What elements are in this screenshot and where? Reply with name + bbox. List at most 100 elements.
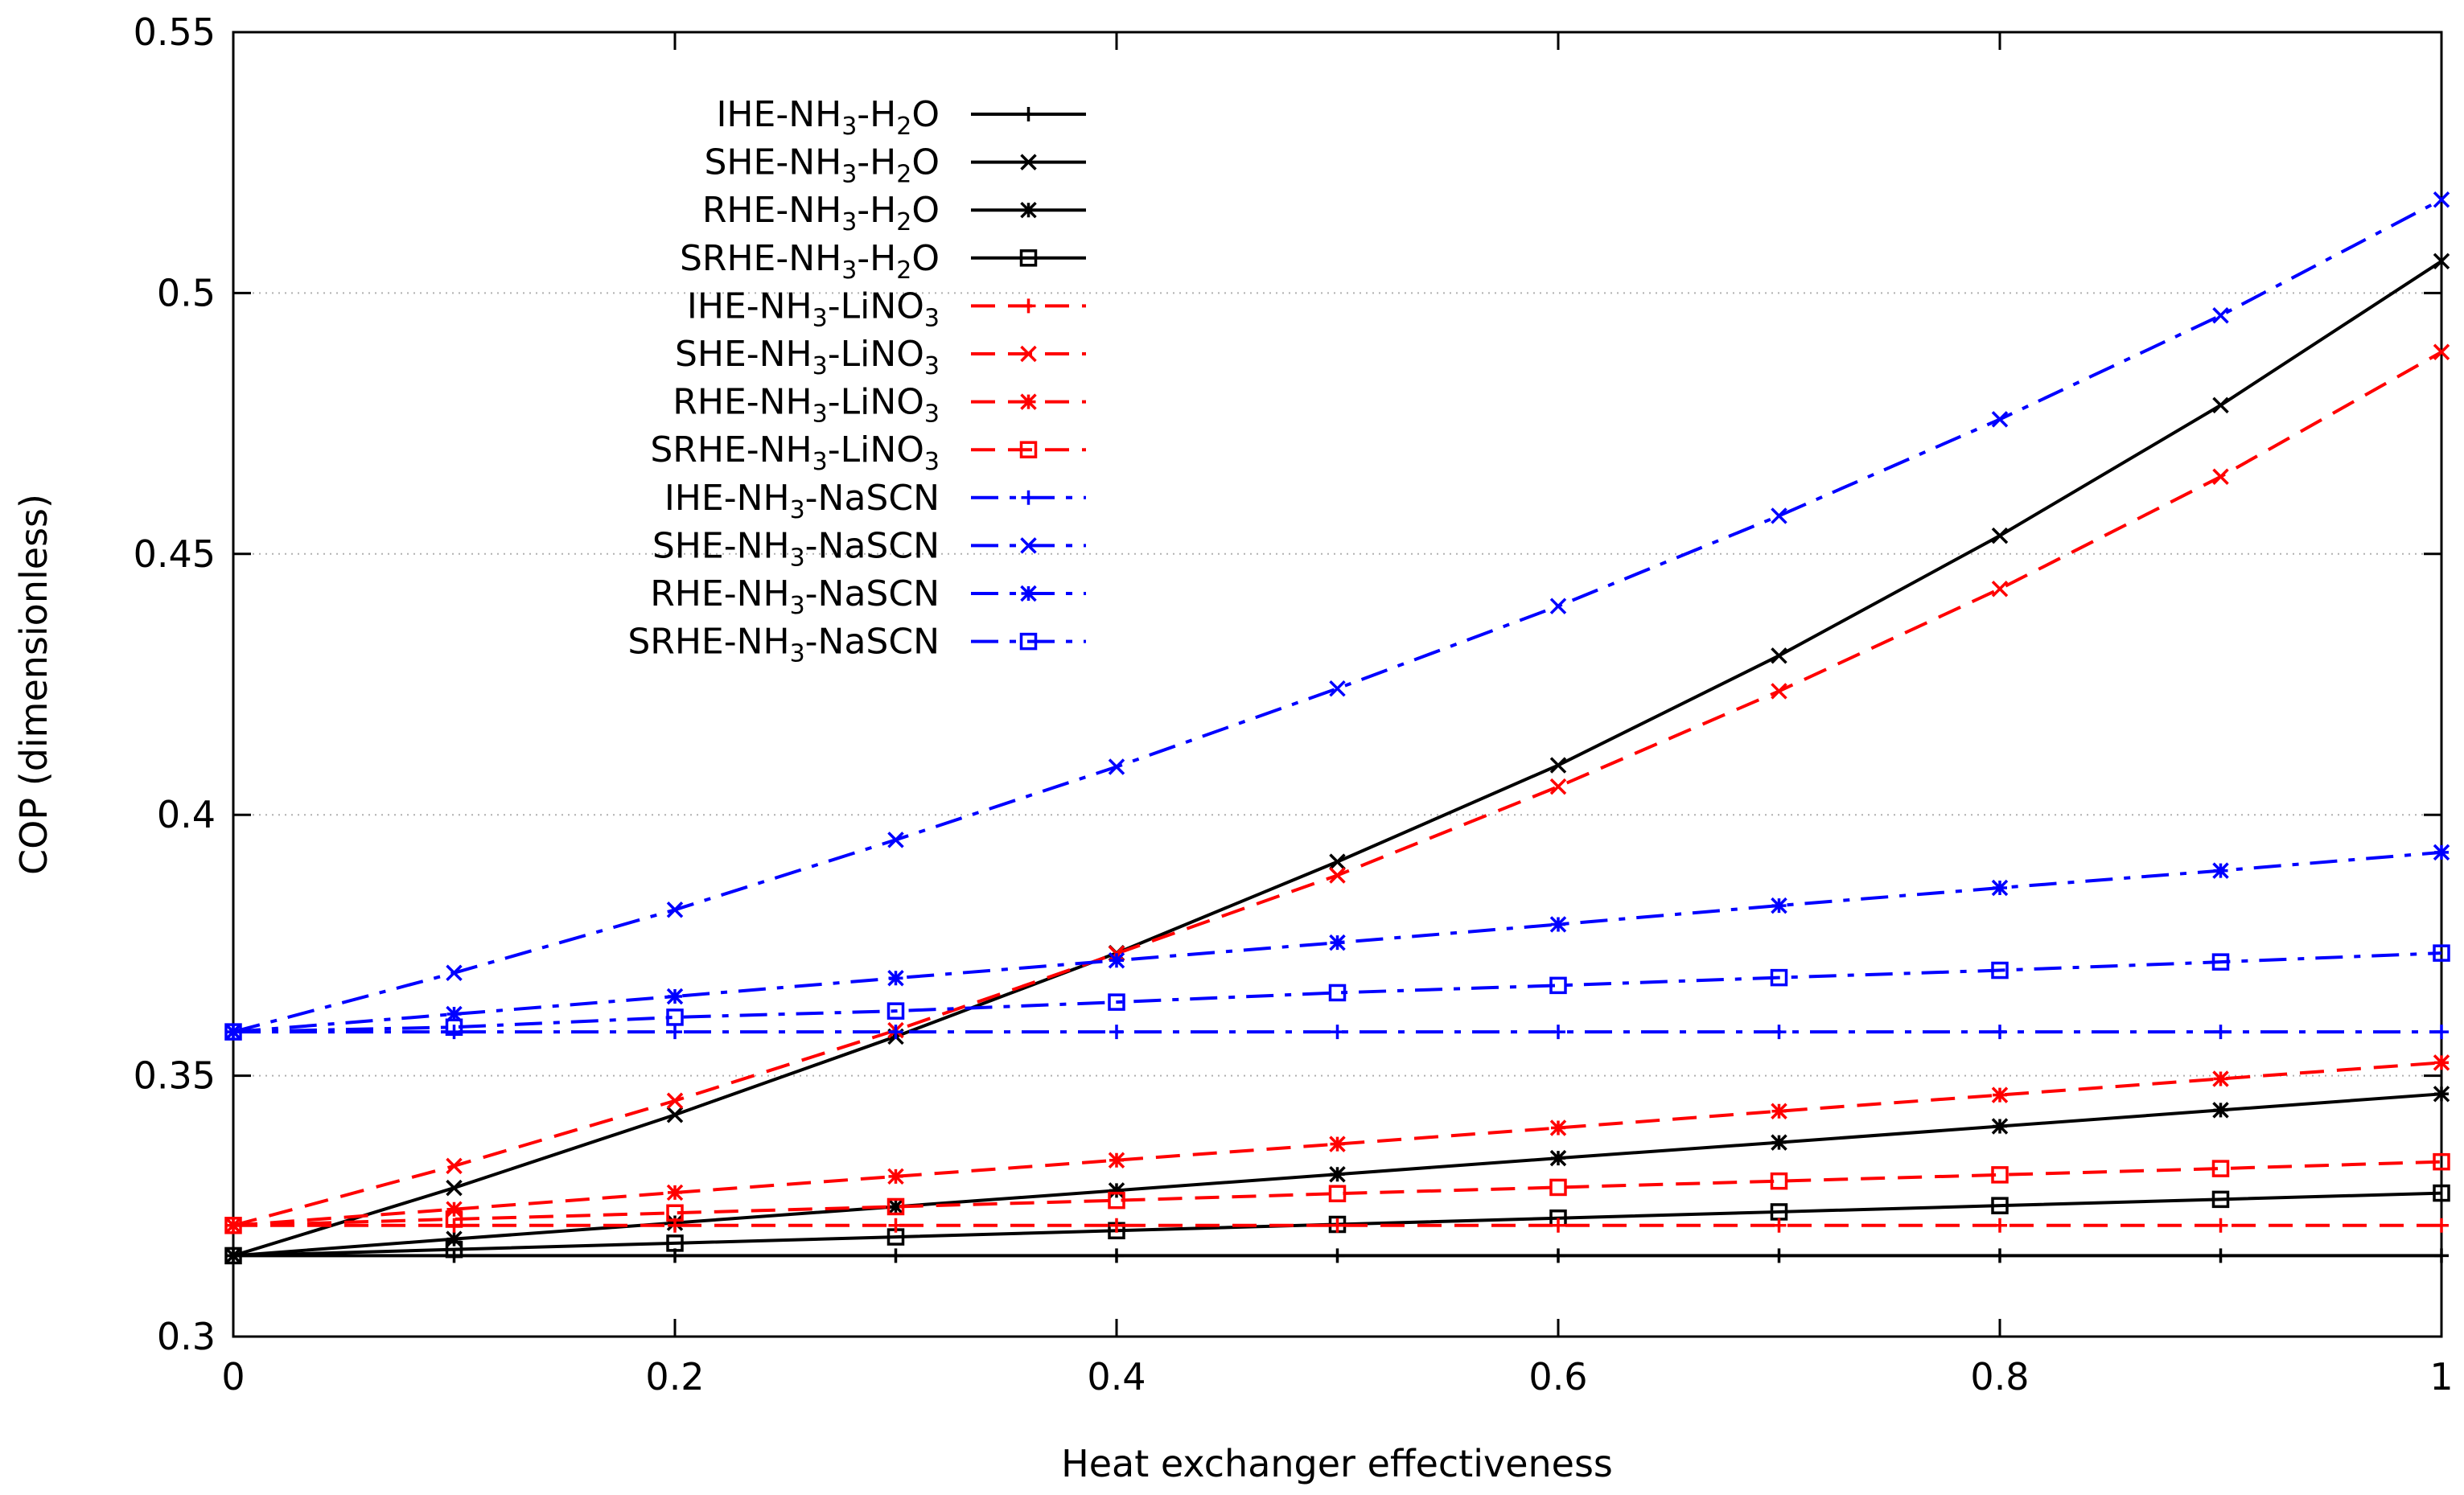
data-point — [1771, 1025, 1787, 1040]
data-point — [1328, 984, 1347, 1002]
series-rhe-nh3-lino3 — [224, 1054, 2450, 1234]
data-point — [2434, 1248, 2449, 1263]
data-point — [2433, 1184, 2450, 1202]
data-point — [224, 1217, 242, 1234]
data-point — [445, 1210, 463, 1228]
legend-entry: SHE-NH3-LiNO3 — [675, 334, 1086, 380]
series-line — [232, 951, 2442, 1034]
data-point — [445, 1240, 463, 1259]
data-point — [2433, 944, 2450, 962]
data-point — [2433, 253, 2450, 270]
series-line — [232, 350, 2442, 1227]
data-point — [224, 1217, 242, 1234]
series-ihe-nh3-h2o — [226, 1248, 2449, 1263]
legend-marker — [1020, 585, 1037, 602]
data-point — [1549, 757, 1567, 774]
data-point — [1551, 1248, 1565, 1263]
data-point — [666, 1107, 684, 1123]
data-point — [446, 1201, 463, 1218]
grid-lines — [233, 292, 2441, 1077]
y-axis-title: COP (dimensionless) — [12, 494, 56, 875]
data-point — [666, 1092, 684, 1109]
series-she-nh3-nascn — [224, 191, 2450, 1041]
data-point — [1991, 1197, 2009, 1214]
data-point — [1108, 951, 1125, 969]
data-point — [1991, 581, 2009, 598]
legend-entry: IHE-NH3-H2O — [716, 94, 1086, 141]
data-point — [1991, 1166, 2009, 1184]
data-point — [1770, 1172, 1788, 1190]
data-point — [1549, 1149, 1567, 1167]
data-point — [1549, 598, 1567, 614]
legend-marker — [1019, 441, 1038, 458]
data-point — [666, 988, 684, 1005]
data-point — [224, 1247, 242, 1264]
data-point — [1771, 507, 1787, 524]
data-point — [1329, 1136, 1346, 1152]
legend-entry: SRHE-NH3-NaSCN — [627, 622, 1086, 668]
legend-label: RHE-NH3-NaSCN — [650, 573, 940, 620]
data-point — [1991, 961, 2009, 980]
data-point — [666, 902, 684, 918]
legend: IHE-NH3-H2OSHE-NH3-H2ORHE-NH3-H2OSRHE-NH… — [627, 94, 1086, 668]
data-point — [2433, 1086, 2450, 1103]
data-point — [446, 1025, 462, 1040]
data-point — [2433, 844, 2450, 861]
legend-label: IHE-NH3-H2O — [716, 94, 940, 141]
legend-entry: IHE-NH3-NaSCN — [664, 478, 1086, 524]
data-point — [1329, 934, 1346, 951]
data-point — [1549, 976, 1567, 995]
data-point — [2213, 1025, 2228, 1040]
series-line — [232, 850, 2442, 1034]
legend-label: SHE-NH3-LiNO3 — [675, 334, 940, 380]
series-she-nh3-h2o — [224, 253, 2450, 1264]
data-point — [666, 1204, 684, 1222]
x-tick-label: 0.6 — [1528, 1355, 1587, 1398]
data-point — [1328, 1185, 1347, 1202]
data-point — [1108, 1191, 1125, 1210]
data-point — [1771, 1103, 1787, 1119]
x-tick-label: 0 — [221, 1355, 245, 1398]
y-tick-label: 0.45 — [134, 532, 216, 576]
data-point — [2213, 1218, 2228, 1233]
data-point — [1109, 1025, 1124, 1040]
data-point — [887, 832, 904, 848]
series-rhe-nh3-h2o — [224, 1086, 2450, 1264]
data-point — [887, 1168, 904, 1185]
x-tick-label: 0.8 — [1970, 1355, 2029, 1398]
legend-entry: SHE-NH3-H2O — [705, 142, 1086, 189]
data-point — [2212, 307, 2229, 324]
data-point — [2212, 1102, 2229, 1119]
legend-label: SRHE-NH3-LiNO3 — [650, 429, 940, 476]
data-point — [668, 1025, 682, 1040]
data-point — [1329, 680, 1346, 697]
data-point — [1329, 867, 1346, 884]
legend-label: SHE-NH3-NaSCN — [652, 525, 940, 572]
data-point — [1108, 1152, 1125, 1168]
data-point — [888, 1025, 903, 1040]
y-tick-label: 0.35 — [134, 1054, 216, 1098]
y-tick-label: 0.3 — [157, 1315, 216, 1358]
data-point — [1551, 1218, 1565, 1233]
data-point — [666, 1008, 684, 1026]
legend-entry: SRHE-NH3-H2O — [680, 238, 1086, 285]
legend-marker — [1020, 154, 1037, 170]
data-point — [2212, 862, 2229, 879]
data-point — [2211, 953, 2230, 971]
data-point — [1551, 1025, 1565, 1040]
data-point — [1991, 411, 2009, 428]
legend-marker — [1020, 201, 1037, 219]
legend-marker — [1020, 345, 1037, 363]
data-point — [666, 1234, 684, 1252]
data-point — [2212, 1070, 2229, 1087]
data-point — [2213, 1248, 2228, 1263]
legend-label: SRHE-NH3-NaSCN — [627, 622, 940, 668]
legend-entry: RHE-NH3-NaSCN — [650, 573, 1086, 620]
data-point — [1991, 1118, 2009, 1135]
data-point — [886, 1002, 905, 1020]
legend-entry: SHE-NH3-NaSCN — [652, 525, 1086, 572]
data-point — [1549, 1119, 1567, 1136]
legend-entry: IHE-NH3-LiNO3 — [687, 285, 1086, 332]
data-point — [1993, 1248, 2007, 1263]
data-point — [1993, 1025, 2007, 1040]
